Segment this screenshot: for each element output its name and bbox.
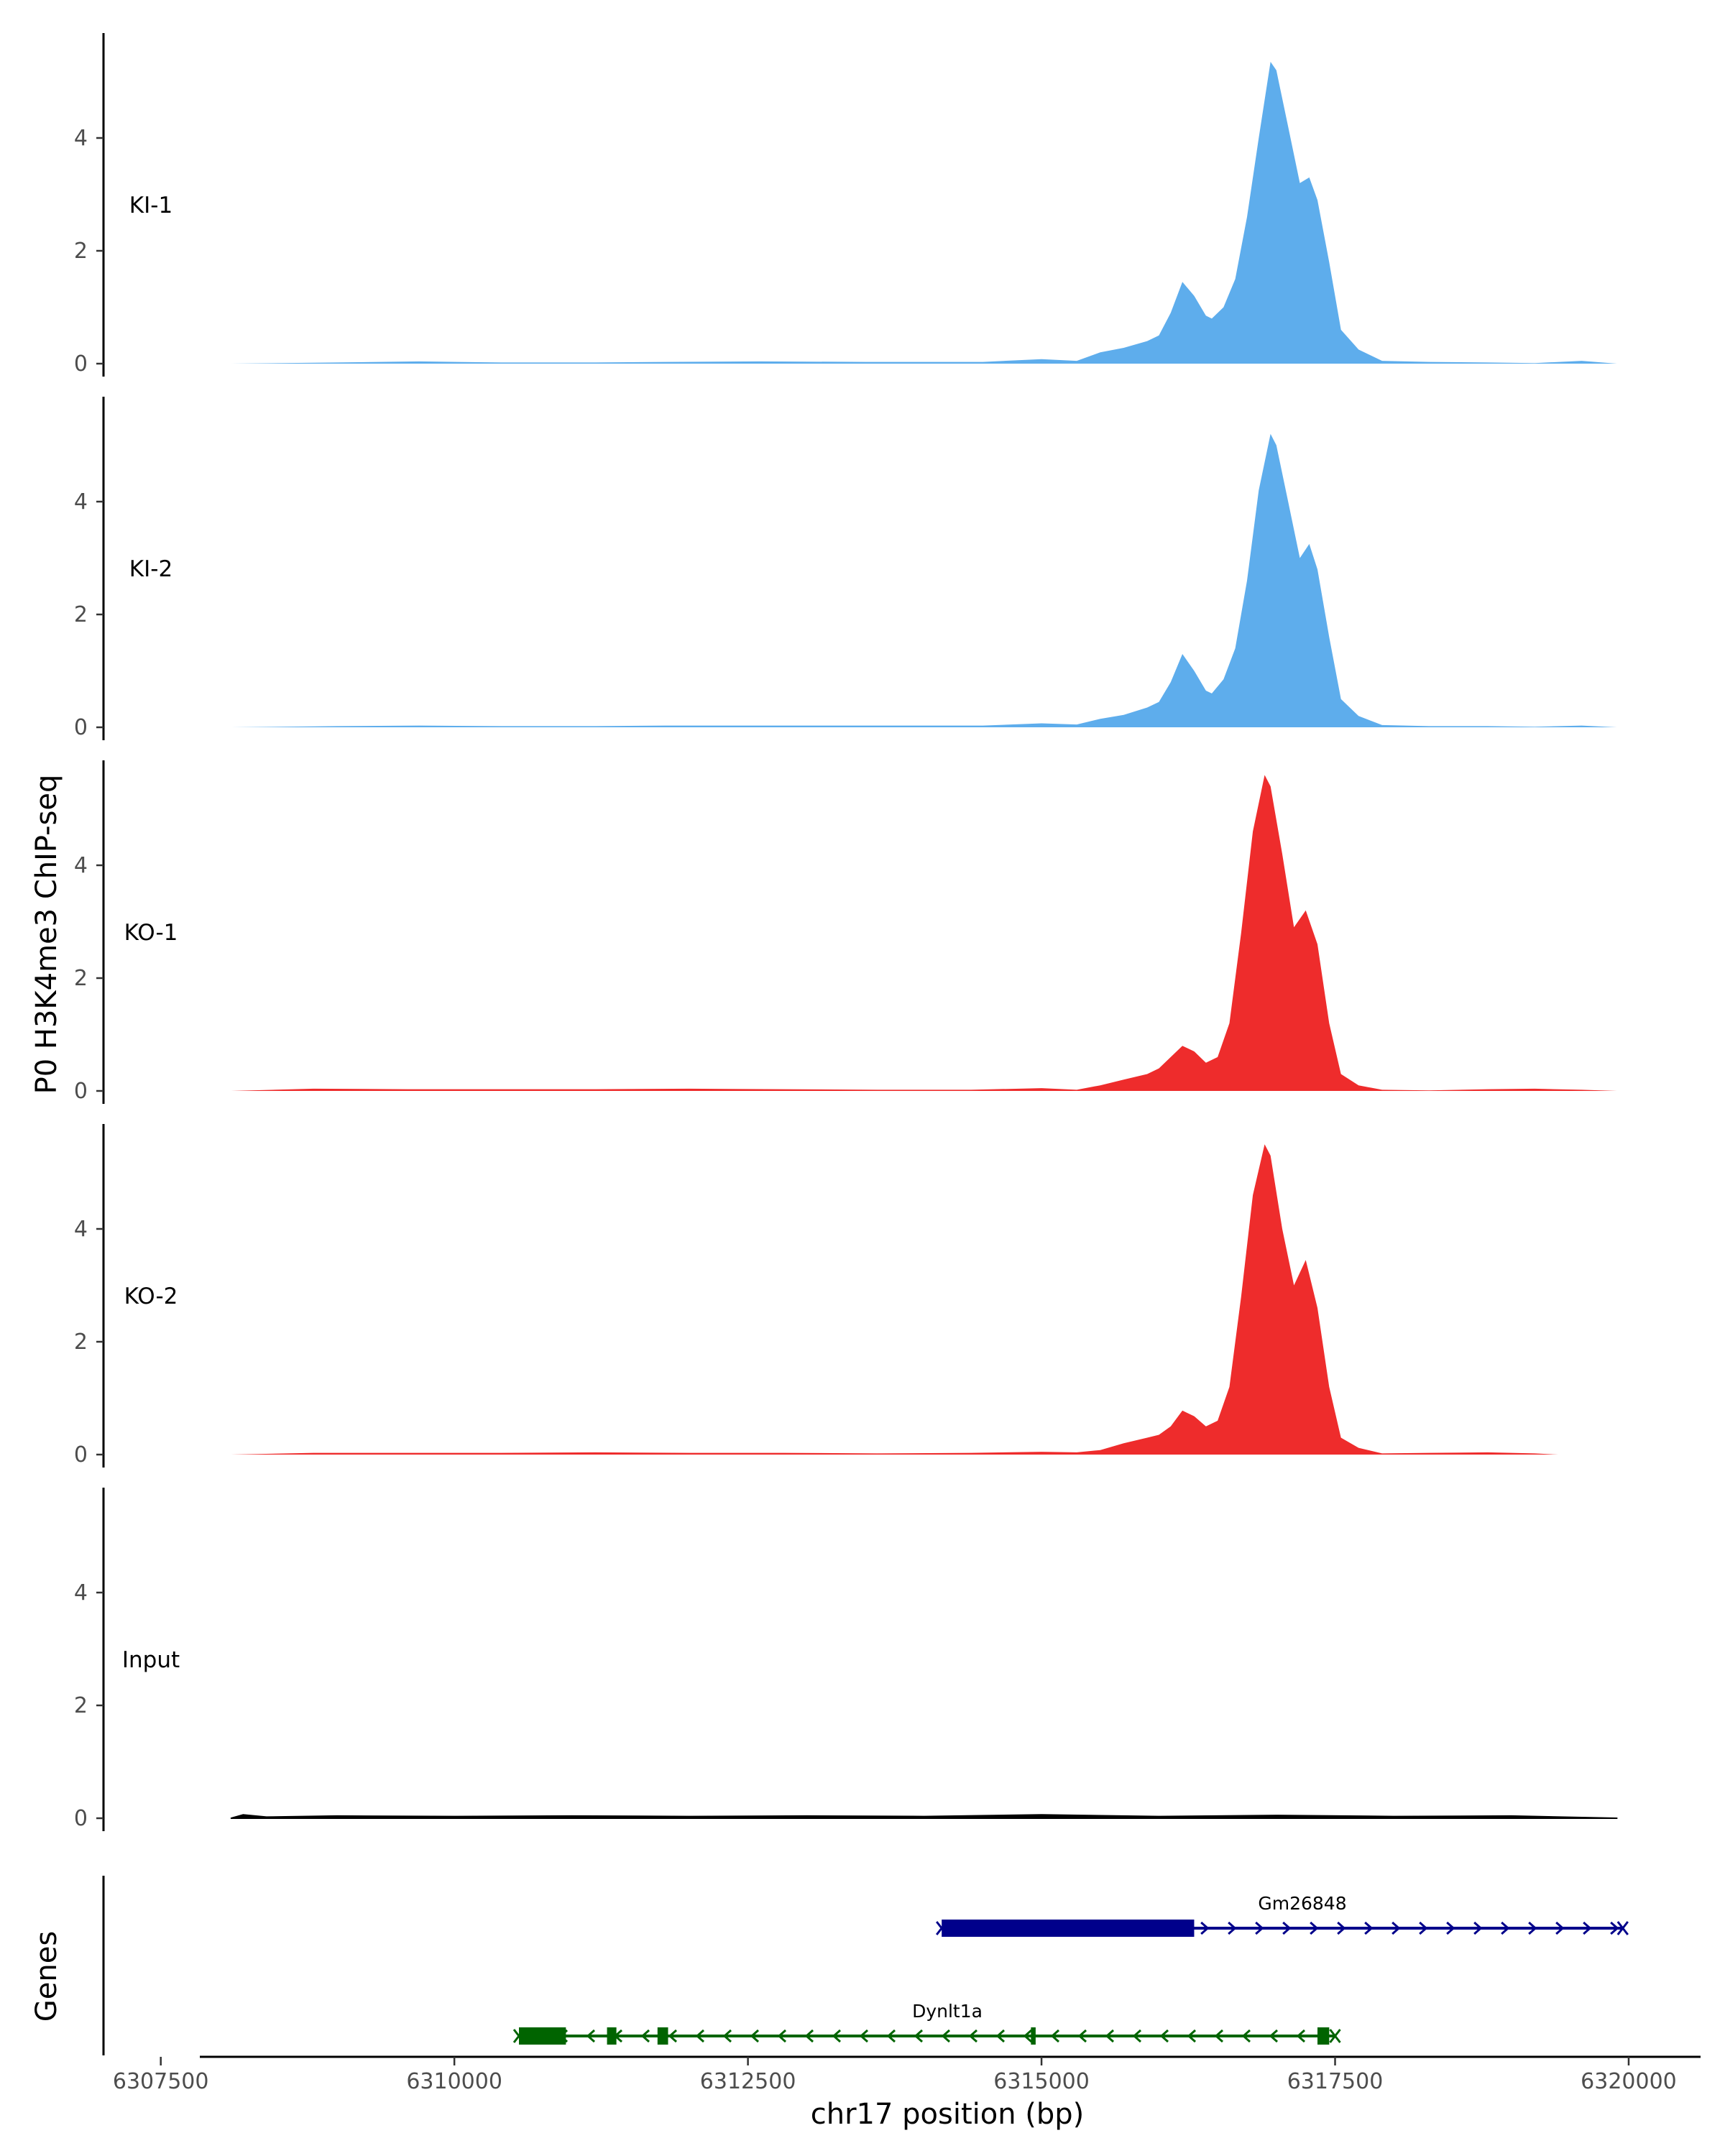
y-tick-label: 2 [74, 966, 88, 991]
x-tick-label: 6320000 [1581, 2069, 1677, 2094]
strand-chevron [1159, 2029, 1169, 2043]
track-ki-1: 0 2 4 KI-1 [74, 33, 1617, 377]
gene-end-cap [1329, 2029, 1341, 2043]
y-tick-label: 4 [74, 489, 88, 515]
track-label: KO-1 [124, 920, 178, 946]
exon [1031, 2027, 1036, 2045]
y-tick-label: 4 [74, 1580, 88, 1606]
signal-area [231, 62, 1617, 364]
strand-chevron [1282, 1921, 1292, 1935]
strand-chevron [777, 2029, 787, 2043]
strand-chevron [832, 2029, 842, 2043]
track-ki-2: 0 2 4 KI-2 [74, 397, 1617, 740]
gene-end-cap [1616, 1921, 1629, 1935]
track-ko-2: 0 2 4 KO-2 [74, 1124, 1558, 1468]
strand-chevron [750, 2029, 760, 2043]
y-axis-title: P0 H3K4me3 ChIP-seq [30, 775, 63, 1095]
exon [657, 2027, 668, 2045]
signal-area [231, 775, 1617, 1091]
y-tick-label: 2 [74, 1330, 88, 1355]
y-tick-label: 0 [74, 715, 88, 740]
exon [942, 1920, 1195, 1937]
strand-chevron [1255, 1921, 1264, 1935]
y-tick-label: 2 [74, 1693, 88, 1718]
y-tick-label: 4 [74, 1217, 88, 1242]
genes-panel: Gm26848 Dynlt1a [102, 1876, 1629, 2055]
strand-chevron [1610, 1921, 1619, 1935]
strand-chevron [695, 2029, 705, 2043]
gene-gm26848: Gm26848 [935, 1893, 1629, 1937]
strand-chevron [640, 2029, 650, 2043]
strand-chevron [1583, 1921, 1592, 1935]
strand-chevron [1446, 1921, 1455, 1935]
strand-chevron [995, 2029, 1006, 2043]
strand-chevron [1050, 2029, 1060, 2043]
strand-chevron [1310, 1921, 1319, 1935]
strand-chevron [1473, 1921, 1483, 1935]
strand-chevron [968, 2029, 978, 2043]
strand-chevron [1241, 2029, 1251, 2043]
track-ko-1: 0 2 4 KO-1 [74, 760, 1617, 1104]
strand-chevron [586, 2029, 596, 2043]
x-tick-label: 6312500 [700, 2069, 796, 2094]
x-axis-title: chr17 position (bp) [811, 2098, 1085, 2131]
strand-chevron [886, 2029, 896, 2043]
strand-chevron [1528, 1921, 1537, 1935]
exon [607, 2027, 617, 2045]
signal-area [231, 433, 1617, 727]
y-tick-label: 0 [74, 1442, 88, 1468]
strand-chevron [1132, 2029, 1142, 2043]
strand-chevron [1105, 2029, 1115, 2043]
strand-chevron [722, 2029, 732, 2043]
tracks-layer: 0 2 4 KI-1 0 2 4 KI-2 0 2 4 KO-1 0 2 4 KO-2 0 2 4 Input [74, 33, 1618, 1831]
strand-chevron [1555, 1921, 1565, 1935]
strand-chevron [1023, 2029, 1033, 2043]
x-tick-label: 6317500 [1287, 2069, 1384, 2094]
track-label: Input [122, 1647, 180, 1673]
exon [519, 2027, 566, 2045]
gene-dynlt1a: Dynlt1a [512, 2001, 1341, 2045]
genes-panel-label: Genes [30, 1931, 63, 2022]
strand-chevron [804, 2029, 814, 2043]
strand-chevron [1392, 1921, 1401, 1935]
y-tick-label: 2 [74, 239, 88, 264]
y-tick-label: 4 [74, 853, 88, 878]
track-label: KO-2 [124, 1284, 178, 1309]
strand-chevron [1200, 1921, 1210, 1935]
y-tick-label: 0 [74, 1079, 88, 1104]
signal-area [230, 1814, 1618, 1819]
exon [1317, 2027, 1330, 2045]
gene-label: Dynlt1a [912, 2001, 983, 2022]
strand-chevron [1364, 1921, 1374, 1935]
strand-chevron [1187, 2029, 1197, 2043]
y-tick-label: 0 [74, 351, 88, 377]
gene-label: Gm26848 [1258, 1893, 1346, 1914]
track-label: KI-2 [129, 556, 172, 582]
x-axis: 6307500 6310000 6312500 6315000 6317500 63200… [113, 2055, 1701, 2094]
strand-chevron [1419, 1921, 1428, 1935]
strand-chevron [1296, 2029, 1306, 2043]
strand-chevron [859, 2029, 869, 2043]
strand-chevron [1077, 2029, 1087, 2043]
signal-area [231, 1144, 1558, 1455]
y-tick-label: 4 [74, 126, 88, 151]
strand-chevron [1214, 2029, 1224, 2043]
strand-chevron [1337, 1921, 1346, 1935]
track-label: KI-1 [129, 193, 172, 218]
track-input: 0 2 4 Input [74, 1488, 1618, 1831]
strand-chevron [668, 2029, 678, 2043]
strand-chevron [914, 2029, 924, 2043]
strand-chevron [1228, 1921, 1237, 1935]
x-tick-label: 6315000 [993, 2069, 1090, 2094]
y-tick-label: 2 [74, 602, 88, 627]
x-tick-label: 6307500 [113, 2069, 209, 2094]
x-tick-label: 6310000 [406, 2069, 502, 2094]
y-tick-label: 0 [74, 1806, 88, 1831]
strand-chevron [1269, 2029, 1279, 2043]
strand-chevron [1501, 1921, 1510, 1935]
strand-chevron [941, 2029, 951, 2043]
